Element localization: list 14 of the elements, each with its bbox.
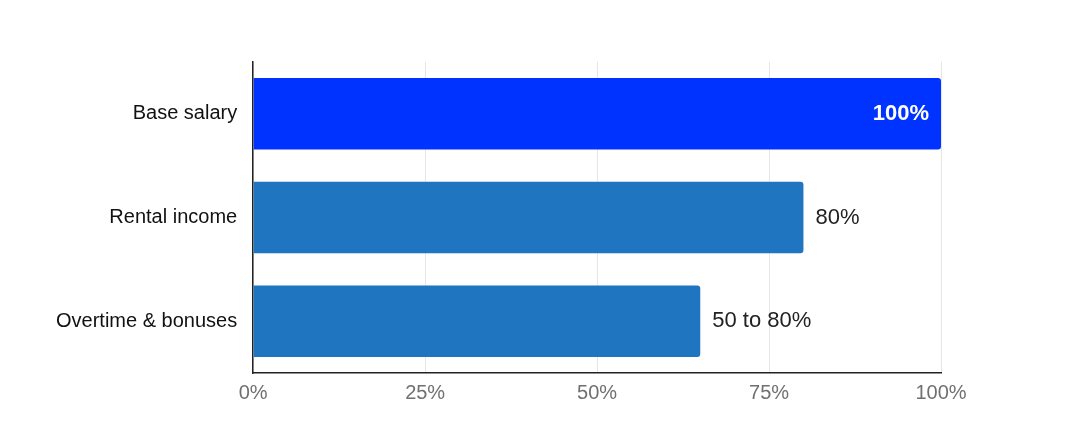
data-label: 80%: [815, 203, 860, 229]
data-label: 100%: [872, 99, 929, 125]
bar: [253, 285, 701, 357]
y-tick-label: Base salary: [132, 101, 238, 124]
x-tick-label: 25%: [405, 380, 446, 403]
bar: [253, 181, 804, 254]
x-tick-label: 100%: [915, 380, 967, 403]
x-tick-label: 50%: [577, 380, 618, 403]
y-tick-label: Rental income: [109, 205, 238, 228]
bar: [253, 78, 941, 150]
x-tick-label: 0%: [238, 380, 268, 403]
annotation: 50 to 80%: [712, 307, 812, 333]
x-tick-label: 75%: [749, 380, 790, 403]
y-tick-label: Overtime & bonuses: [55, 308, 238, 331]
